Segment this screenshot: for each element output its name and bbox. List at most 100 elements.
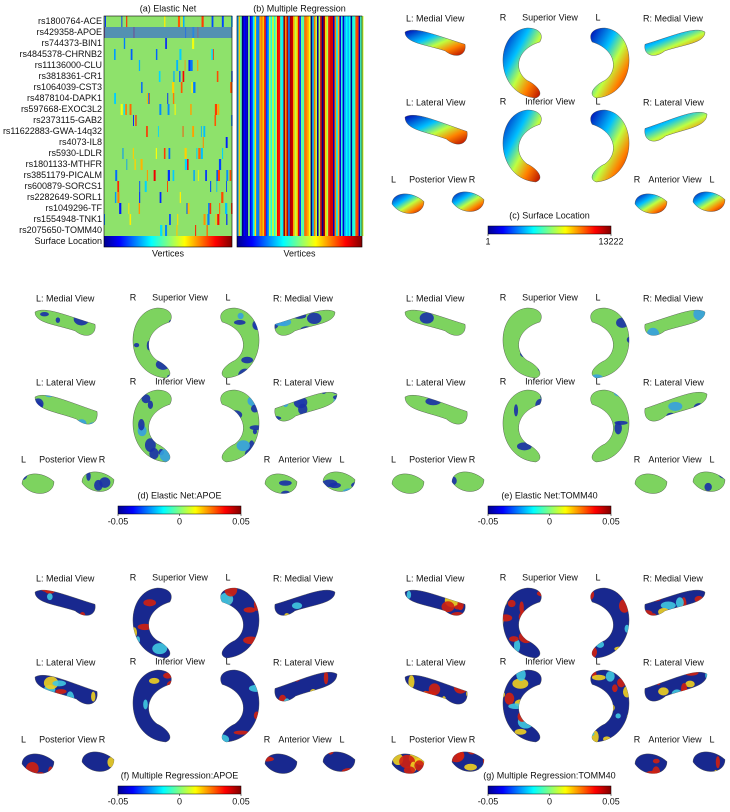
- heatmap-cell: [132, 148, 134, 159]
- view-label: L: Medial View: [36, 573, 95, 583]
- surface-patch: [702, 771, 707, 772]
- surface-view: [502, 307, 542, 379]
- heatmap-cell: [211, 16, 214, 27]
- snp-label: rs3818361-CR1: [38, 71, 102, 81]
- surface-patch: [242, 654, 256, 658]
- colorbar-tick-label: -0.05: [478, 796, 499, 806]
- heatmap-cell: [134, 159, 136, 170]
- heatmap-cell: [146, 170, 148, 181]
- heatmap-title: (a) Elastic Net: [140, 3, 197, 13]
- surface-patch: [132, 733, 135, 742]
- heatmap-cell: [261, 16, 263, 236]
- heatmap-cell: [312, 16, 314, 236]
- surface: [132, 587, 172, 659]
- surface-patch: [172, 688, 188, 697]
- surface-patch: [439, 485, 452, 496]
- surface-patch: [282, 399, 289, 408]
- heatmap-cell: [331, 16, 334, 236]
- heatmap-cell: [191, 82, 193, 93]
- surface: [590, 389, 630, 463]
- heatmap-cell: [176, 60, 179, 71]
- surface-patch: [33, 622, 48, 635]
- surface-view: [274, 672, 338, 702]
- surface-patch: [378, 500, 392, 506]
- surface: [502, 389, 542, 463]
- surface-patch: [143, 699, 148, 710]
- surface-patch: [308, 632, 315, 638]
- heatmap-cell: [280, 16, 282, 236]
- heatmap-cell: [221, 16, 224, 27]
- surface-patch: [147, 400, 154, 410]
- view-label: R: [469, 174, 476, 184]
- colorbar-tick-label: 0.05: [232, 516, 250, 526]
- snp-label: rs2373115-GAB2: [33, 115, 102, 125]
- colorbar-title: (c) Surface Location: [509, 210, 590, 220]
- surface-patch: [626, 367, 630, 372]
- surface-patch: [464, 617, 471, 623]
- surface-patch: [402, 535, 417, 544]
- surface: [34, 589, 96, 616]
- heatmap-cell: [217, 104, 220, 115]
- surface-patch: [694, 787, 700, 800]
- surface-patch: [649, 710, 653, 720]
- heatmap-cell: [291, 16, 294, 236]
- surface-patch: [707, 794, 714, 804]
- view-label: Anterior View: [278, 734, 332, 744]
- surface-patch: [72, 750, 79, 755]
- snp-label: rs1064039-CST3: [33, 82, 102, 92]
- surface-view: [220, 587, 260, 659]
- heatmap-cell: [217, 214, 220, 225]
- surface-view: [404, 115, 468, 145]
- heatmap-cell: [286, 16, 289, 236]
- surface-patch: [392, 772, 398, 774]
- surface-patch: [418, 642, 430, 648]
- view-label: Superior View: [522, 572, 578, 582]
- surface-patch: [646, 645, 651, 656]
- view-label: L: [225, 376, 230, 386]
- surface-patch: [252, 428, 258, 435]
- surface-patch: [84, 590, 90, 594]
- surface-patch: [696, 524, 703, 537]
- surface-patch: [248, 684, 260, 692]
- heatmap-cell: [344, 16, 346, 236]
- surface-patch: [120, 334, 132, 344]
- surface-patch: [405, 621, 418, 626]
- surface-patch: [434, 803, 450, 812]
- surface-view: [132, 389, 172, 463]
- view-label: L: [595, 376, 600, 386]
- heatmap-cell: [113, 49, 116, 60]
- surface: [634, 753, 668, 774]
- surface: [590, 587, 630, 659]
- colorbar-tick-label: -0.05: [108, 516, 129, 526]
- surface-view: [692, 471, 730, 541]
- heatmap-cell: [181, 16, 183, 27]
- surface-patch: [155, 339, 164, 346]
- heatmap-cell: [188, 60, 191, 71]
- surface-patch: [724, 472, 725, 479]
- surface-patches: [452, 476, 457, 486]
- surface-patch: [363, 518, 371, 528]
- surface-patch: [616, 317, 629, 328]
- surface-patch: [138, 419, 145, 431]
- surface-view: [451, 191, 485, 212]
- surface-patch: [605, 671, 615, 682]
- heatmap-cell: [328, 16, 330, 236]
- heatmap-cell: [146, 126, 148, 137]
- view-label: R: [500, 292, 507, 302]
- heatmap-cell: [146, 93, 148, 104]
- heatmap-cell: [155, 49, 158, 60]
- surface-patch: [519, 601, 524, 614]
- surface-patch: [695, 634, 699, 648]
- surface-patch: [722, 528, 730, 541]
- colorbar-tick-label: 0.05: [232, 796, 250, 806]
- surface: [692, 751, 726, 772]
- surface-patch: [693, 310, 705, 321]
- heatmap-cell: [323, 16, 326, 236]
- heatmap-cell: [203, 126, 206, 137]
- colorbar-tick-label: 0.05: [602, 796, 620, 806]
- surface-patch: [654, 776, 668, 782]
- view-label: R: [500, 12, 507, 22]
- surface-patch: [258, 446, 260, 451]
- surface-patch: [683, 672, 699, 676]
- surface-patch: [143, 521, 155, 532]
